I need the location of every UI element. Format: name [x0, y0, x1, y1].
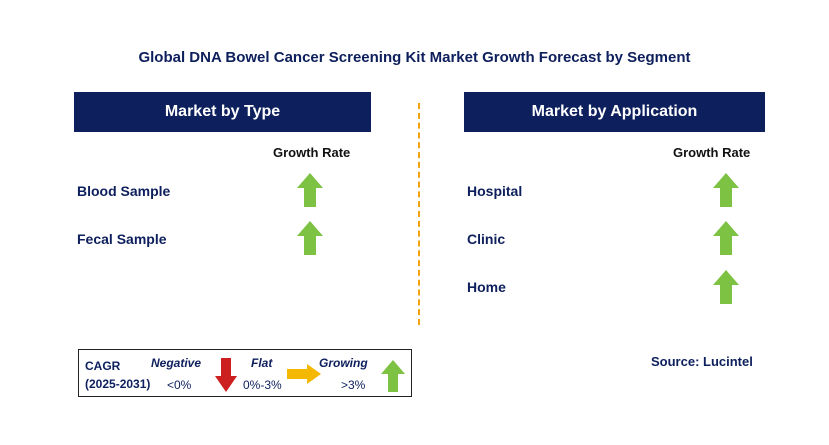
cagr-legend: CAGR (2025-2031) Negative <0% Flat 0%-3%…: [78, 349, 412, 397]
legend-period: (2025-2031): [85, 377, 151, 391]
source-label: Source: Lucintel: [651, 354, 753, 369]
up-arrow-icon: [297, 173, 323, 207]
up-arrow-icon: [713, 221, 739, 255]
type-row-label: Fecal Sample: [77, 231, 167, 247]
legend-flat-label: Flat: [251, 356, 273, 370]
up-arrow-icon: [713, 173, 739, 207]
application-row-label: Home: [467, 279, 506, 295]
down-arrow-icon: [215, 358, 237, 392]
legend-negative-range: <0%: [167, 378, 192, 392]
legend-growing-label: Growing: [319, 356, 368, 370]
application-panel-header: Market by Application: [464, 92, 765, 132]
application-row-label: Hospital: [467, 183, 523, 199]
type-row-label: Blood Sample: [77, 183, 171, 199]
legend-cagr-label: CAGR: [85, 359, 121, 373]
application-growth-rate-header: Growth Rate: [673, 145, 751, 160]
legend-flat-range: 0%-3%: [243, 378, 282, 392]
up-arrow-icon: [713, 270, 739, 304]
flat-arrow-icon: [287, 364, 321, 384]
type-growth-rate-header: Growth Rate: [273, 145, 351, 160]
legend-negative-label: Negative: [151, 356, 202, 370]
up-arrow-icon: [381, 360, 405, 392]
type-panel-header: Market by Type: [74, 92, 371, 132]
up-arrow-icon: [297, 221, 323, 255]
chart-title: Global DNA Bowel Cancer Screening Kit Ma…: [138, 49, 691, 66]
panel-divider: [418, 103, 420, 325]
legend-growing-range: >3%: [341, 378, 366, 392]
application-row-label: Clinic: [467, 231, 506, 247]
